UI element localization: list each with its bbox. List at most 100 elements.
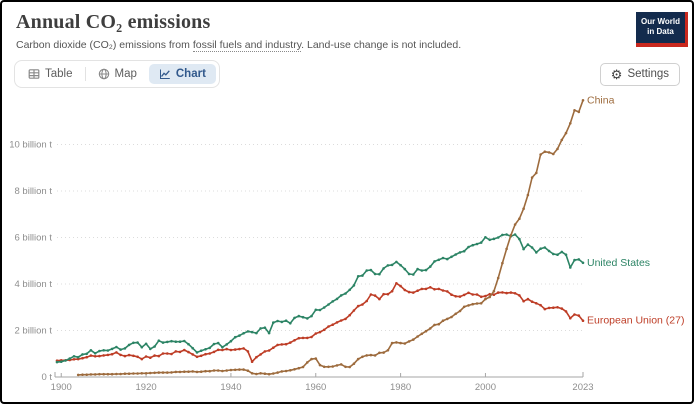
tab-chart[interactable]: Chart: [148, 64, 216, 84]
tab-map[interactable]: Map: [88, 64, 147, 84]
data-point: [395, 341, 398, 344]
data-point: [437, 258, 441, 262]
data-point: [365, 354, 369, 357]
data-point: [216, 341, 220, 345]
data-point: [119, 372, 122, 376]
data-point: [539, 303, 542, 307]
data-point: [76, 373, 80, 377]
data-point: [199, 354, 203, 358]
data-point: [191, 346, 194, 350]
data-point: [530, 246, 534, 249]
data-point: [314, 332, 318, 335]
data-point: [395, 260, 398, 264]
data-point: [115, 351, 118, 354]
settings-button[interactable]: ⚙ Settings: [599, 62, 680, 86]
series-united-states[interactable]: [55, 233, 585, 364]
data-point: [212, 369, 216, 372]
tab-chart-label: Chart: [175, 68, 206, 80]
data-point: [424, 287, 428, 291]
data-point: [166, 371, 169, 374]
data-point: [250, 330, 254, 334]
data-point: [450, 255, 453, 259]
data-point: [157, 371, 161, 374]
data-point: [556, 253, 559, 256]
data-point: [161, 371, 165, 374]
data-point: [471, 243, 475, 247]
data-point: [475, 293, 479, 296]
data-point: [416, 335, 419, 338]
data-point: [153, 354, 156, 357]
y-tick-label: 8 billion t: [15, 186, 53, 197]
data-point: [552, 306, 555, 309]
data-point: [301, 365, 305, 369]
data-point: [136, 372, 139, 375]
data-point: [356, 275, 360, 278]
data-point: [573, 313, 576, 316]
data-point: [318, 330, 322, 334]
data-point: [170, 352, 173, 356]
data-point: [331, 300, 335, 303]
data-point: [81, 356, 84, 360]
data-point: [301, 336, 305, 340]
data-point: [378, 272, 381, 276]
data-point: [59, 360, 63, 364]
data-point: [475, 302, 479, 305]
data-point: [195, 355, 199, 359]
owid-logo[interactable]: Our World in Data: [636, 12, 688, 47]
data-point: [433, 323, 436, 327]
data-point: [89, 349, 93, 352]
data-point: [284, 369, 288, 373]
series-label-united-states: United States: [587, 257, 650, 269]
data-point: [462, 293, 466, 297]
data-point: [68, 357, 71, 360]
data-point: [322, 306, 326, 309]
data-point: [153, 345, 156, 348]
data-point: [348, 288, 352, 292]
data-point: [123, 347, 127, 350]
data-point: [552, 152, 555, 156]
data-point: [429, 265, 432, 268]
fossil-fuels-link[interactable]: fossil fuels and industry: [192, 39, 302, 52]
data-point: [242, 332, 245, 335]
data-point: [297, 366, 301, 370]
data-point: [348, 313, 352, 317]
data-point: [369, 293, 373, 296]
data-point: [157, 354, 161, 358]
data-point: [475, 242, 479, 246]
data-point: [132, 341, 135, 345]
data-point: [467, 245, 470, 249]
data-point: [569, 316, 572, 320]
data-point: [339, 319, 343, 322]
series-line: [56, 282, 584, 363]
data-point: [132, 372, 135, 375]
series-european-union-27[interactable]: [55, 282, 585, 364]
data-point: [183, 370, 186, 374]
data-point: [106, 349, 110, 352]
data-point: [352, 284, 356, 287]
data-point: [492, 237, 496, 241]
data-point: [505, 233, 508, 236]
chart-svg[interactable]: 0 t 2 billion t 4 billion t 6 billion t 8 bi…: [2, 90, 692, 402]
data-point: [276, 343, 279, 347]
data-point: [276, 371, 279, 374]
series-china[interactable]: [76, 99, 585, 377]
data-point: [356, 357, 360, 361]
tab-table[interactable]: Table: [18, 64, 83, 84]
data-point: [280, 320, 284, 324]
data-point: [496, 276, 500, 280]
data-point: [518, 237, 521, 241]
data-point: [174, 370, 178, 374]
data-point: [123, 354, 127, 358]
data-point: [462, 249, 466, 253]
data-point: [170, 339, 173, 343]
data-point: [191, 353, 194, 356]
data-point: [382, 351, 385, 354]
data-point: [98, 372, 101, 376]
x-tick-label: 1940: [220, 382, 241, 393]
data-point: [577, 110, 581, 114]
data-point: [212, 350, 216, 354]
data-point: [284, 342, 288, 346]
data-point: [149, 347, 152, 351]
data-point: [204, 352, 207, 356]
data-point: [420, 332, 424, 336]
